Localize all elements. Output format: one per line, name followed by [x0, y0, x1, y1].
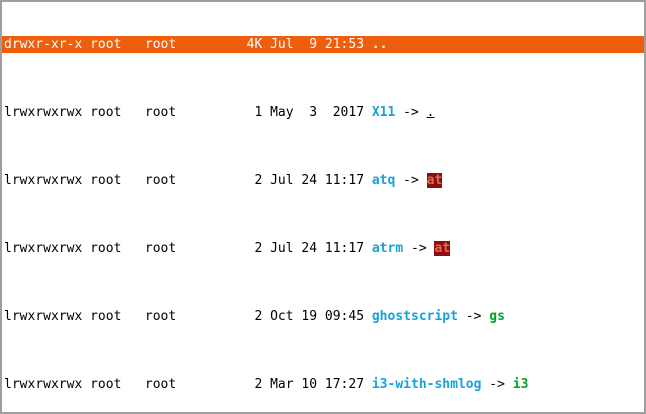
file-row[interactable]: lrwxrwxrwx root root 2 Jul 24 11:17 atq … [2, 172, 644, 189]
file-name: .. [371, 37, 388, 52]
file-row[interactable]: lrwxrwxrwx root root 2 Oct 19 09:45 ghos… [2, 308, 644, 325]
file-name: X11 [371, 105, 396, 120]
file-meta: lrwxrwxrwx root root 2 Mar 10 17:27 [4, 377, 372, 392]
file-meta: lrwxrwxrwx root root 1 May 3 2017 [4, 105, 372, 120]
symlink-arrow: -> [403, 241, 435, 256]
symlink-target: gs [489, 309, 505, 324]
file-row[interactable]: drwxr-xr-x root root 4K Jul 9 21:53 .. [2, 36, 644, 53]
file-row[interactable]: lrwxrwxrwx root root 1 May 3 2017 X11 ->… [2, 104, 644, 121]
file-name: atq [371, 173, 396, 188]
symlink-target: at [426, 173, 443, 188]
symlink-arrow: -> [395, 105, 427, 120]
file-row[interactable]: lrwxrwxrwx root root 2 Mar 10 17:27 i3-w… [2, 376, 644, 393]
file-meta: lrwxrwxrwx root root 2 Jul 24 11:17 [4, 241, 372, 256]
file-meta: drwxr-xr-x root root 4K Jul 9 21:53 [4, 37, 372, 52]
symlink-target: at [434, 241, 451, 256]
symlink-arrow: -> [481, 377, 513, 392]
symlink-arrow: -> [457, 309, 490, 324]
file-meta: lrwxrwxrwx root root 2 Jul 24 11:17 [4, 173, 372, 188]
symlink-arrow: -> [395, 173, 427, 188]
file-row[interactable]: lrwxrwxrwx root root 2 Jul 24 11:17 atrm… [2, 240, 644, 257]
file-name: i3-with-shmlog [371, 377, 482, 392]
file-name: atrm [371, 241, 404, 256]
symlink-target: i3 [512, 377, 529, 392]
file-meta: lrwxrwxrwx root root 2 Oct 19 09:45 [4, 309, 372, 324]
symlink-target: . [426, 105, 435, 120]
file-name: ghostscript [371, 309, 458, 324]
